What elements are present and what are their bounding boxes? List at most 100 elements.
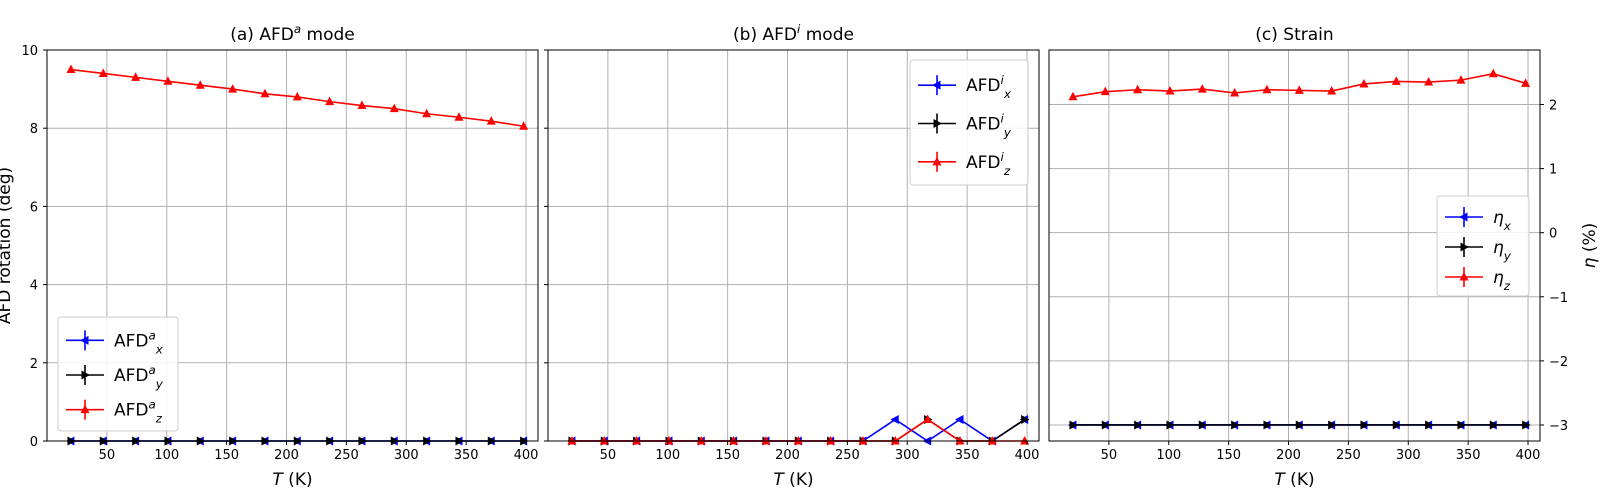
legend-label: AFDax xyxy=(114,328,164,356)
data-point xyxy=(954,414,964,424)
data-point xyxy=(98,68,108,77)
x-tick-label: 100 xyxy=(1156,448,1181,463)
legend-label: ηz xyxy=(1493,268,1511,293)
data-point xyxy=(761,436,771,445)
legend-marker xyxy=(932,80,941,90)
x-tick-label: 200 xyxy=(775,448,800,463)
legend-marker xyxy=(1460,242,1469,252)
data-point xyxy=(1359,78,1369,88)
y-tick-label: 8 xyxy=(30,122,38,137)
data-point xyxy=(163,76,173,85)
y-tick-label: 4 xyxy=(30,279,38,294)
x-axis-label: T (K) xyxy=(272,470,312,490)
data-point xyxy=(1231,420,1240,430)
plot-frame xyxy=(1048,49,1541,442)
legend-box xyxy=(57,316,179,432)
y-tick-label: 0 xyxy=(1549,227,1557,242)
x-tick-label: 50 xyxy=(1101,448,1118,463)
y-tick-label: 6 xyxy=(30,200,38,215)
data-point xyxy=(131,72,141,81)
legend-marker xyxy=(80,404,90,414)
data-point xyxy=(357,100,367,110)
data-point xyxy=(696,436,706,445)
data-point xyxy=(1230,87,1240,97)
data-point xyxy=(567,436,577,445)
data-point xyxy=(325,96,335,106)
x-tick-label: 300 xyxy=(895,448,920,463)
data-point xyxy=(729,436,739,445)
data-point xyxy=(1294,85,1304,94)
y-tick-label: 0 xyxy=(30,435,38,450)
data-point xyxy=(519,121,529,130)
legend-marker xyxy=(80,335,89,345)
data-point xyxy=(923,414,933,423)
data-point xyxy=(260,88,270,98)
data-point xyxy=(793,436,803,445)
x-axis-label: T (K) xyxy=(1274,470,1314,490)
data-point xyxy=(1263,420,1272,430)
panel-title: (c) Strain xyxy=(1255,25,1333,45)
data-point xyxy=(1295,420,1305,430)
legend: ηx ηy ηz xyxy=(1436,195,1530,297)
data-point xyxy=(1198,420,1208,430)
x-tick-label: 100 xyxy=(655,448,680,463)
x-tick-label: 150 xyxy=(1216,448,1241,463)
x-tick-label: 400 xyxy=(1015,448,1040,463)
x-tick-label: 350 xyxy=(955,448,980,463)
data-point xyxy=(1488,68,1498,78)
legend-label: AFDaz xyxy=(114,398,163,426)
data-point xyxy=(1457,420,1466,430)
legend-marker xyxy=(81,370,90,380)
legend-box xyxy=(909,59,1029,186)
panel-title: (a) AFDa mode xyxy=(230,22,355,45)
data-point xyxy=(292,91,302,101)
data-point xyxy=(1424,77,1434,86)
plot-frame xyxy=(547,49,1040,442)
legend-marker xyxy=(1459,212,1468,222)
y-tick-label: 10 xyxy=(21,44,38,59)
y-axis-label: η (%) xyxy=(1580,223,1600,269)
x-tick-label: 50 xyxy=(600,448,617,463)
data-point xyxy=(1392,420,1402,430)
x-tick-label: 400 xyxy=(514,448,539,463)
data-point xyxy=(1133,84,1143,94)
data-point xyxy=(1425,420,1434,430)
panel-3: 50 100 150 200 250 300 350 400 −3 −2 −1 0 1 2 (c) Stra… xyxy=(1048,25,1600,490)
data-point xyxy=(890,414,899,424)
y-tick-label: 1 xyxy=(1549,163,1557,178)
x-tick-label: 350 xyxy=(454,448,479,463)
data-point xyxy=(599,436,609,445)
y-tick-label: −2 xyxy=(1549,355,1568,370)
legend-box xyxy=(1436,195,1530,297)
y-tick-label: 2 xyxy=(30,357,38,372)
x-tick-label: 200 xyxy=(274,448,299,463)
x-axis-label: T (K) xyxy=(773,470,813,490)
legend: AFDix AFDiy AFDiz xyxy=(909,59,1029,186)
data-point xyxy=(228,84,238,93)
data-point xyxy=(66,64,76,74)
data-point xyxy=(1100,86,1110,96)
x-tick-label: 250 xyxy=(334,448,359,463)
legend-label: ηx xyxy=(1493,208,1512,233)
data-point xyxy=(1456,75,1466,84)
data-point xyxy=(195,80,205,89)
data-point xyxy=(1327,86,1337,95)
legend-marker xyxy=(1459,272,1469,281)
data-point xyxy=(1391,76,1401,85)
data-point xyxy=(1328,420,1337,430)
plot-frame xyxy=(46,49,539,442)
legend-label: AFDay xyxy=(114,363,164,391)
x-tick-label: 400 xyxy=(1516,448,1541,463)
legend-marker xyxy=(933,119,942,128)
x-tick-label: 150 xyxy=(214,448,239,463)
data-point xyxy=(826,436,836,445)
data-point xyxy=(858,436,868,445)
y-tick-label: −3 xyxy=(1549,419,1568,434)
y-axis-label: AFD rotation (deg) xyxy=(0,167,15,324)
x-tick-label: 250 xyxy=(1336,448,1361,463)
data-point xyxy=(1134,420,1143,430)
data-point xyxy=(1360,420,1369,430)
legend-label: AFDix xyxy=(966,73,1012,101)
legend-label: AFDiz xyxy=(966,150,1011,178)
x-tick-label: 300 xyxy=(394,448,419,463)
